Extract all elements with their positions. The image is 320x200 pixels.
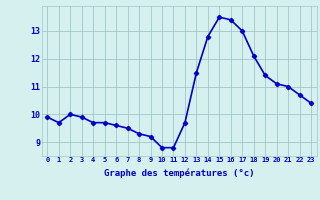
X-axis label: Graphe des températures (°c): Graphe des températures (°c) xyxy=(104,169,254,178)
